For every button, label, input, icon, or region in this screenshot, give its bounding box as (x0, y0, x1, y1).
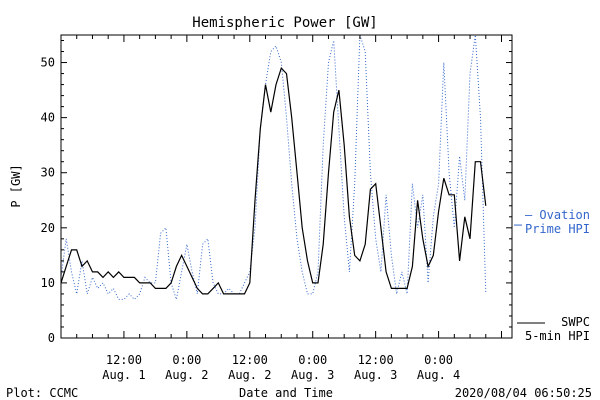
y-axis: 0 10 20 30 40 50 (41, 40, 512, 345)
series-layer (61, 35, 487, 301)
y-tick-label: 40 (41, 111, 55, 125)
x-tick-date-label: Aug. 4 (417, 368, 460, 382)
y-axis-label: P [GW] (9, 164, 23, 207)
y-tick-label: 10 (41, 276, 55, 290)
x-tick-time-label: 0:00 (298, 353, 327, 367)
x-tick-date-label: Aug. 3 (291, 368, 334, 382)
legend-swpc-label-line1: SWPC (561, 315, 590, 329)
x-tick-date-label: Aug. 2 (228, 368, 271, 382)
legend-ovation-label-line1: — Ovation (525, 208, 590, 222)
plot-timestamp: 2020/08/04 06:50:25 (455, 386, 592, 400)
x-axis-label: Date and Time (239, 386, 333, 400)
x-tick-date-label: Aug. 3 (354, 368, 397, 382)
y-tick-label: 30 (41, 166, 55, 180)
legend-ovation-label-line2: Prime HPI (525, 222, 590, 236)
series-swpc-line (61, 66, 487, 295)
legend-swpc-label-line2: 5-min HPI (525, 329, 590, 343)
chart-title: Hemispheric Power [GW] (192, 15, 377, 31)
x-tick-date-label: Aug. 2 (165, 368, 208, 382)
plot-credit: Plot: CCMC (6, 386, 78, 400)
x-tick-time-label: 12:00 (106, 353, 142, 367)
y-tick-label: 50 (41, 56, 55, 70)
y-tick-label: 20 (41, 221, 55, 235)
legend: — Ovation Prime HPI SWPC 5-min HPI (514, 208, 590, 343)
x-tick-time-label: 12:00 (232, 353, 268, 367)
x-tick-time-label: 0:00 (172, 353, 201, 367)
plot-frame (60, 34, 513, 339)
y-tick-label: 0 (48, 331, 55, 345)
x-tick-date-label: Aug. 1 (102, 368, 145, 382)
series-ovation-prime-line (61, 35, 487, 301)
x-tick-time-label: 12:00 (358, 353, 394, 367)
x-tick-time-label: 0:00 (424, 353, 453, 367)
